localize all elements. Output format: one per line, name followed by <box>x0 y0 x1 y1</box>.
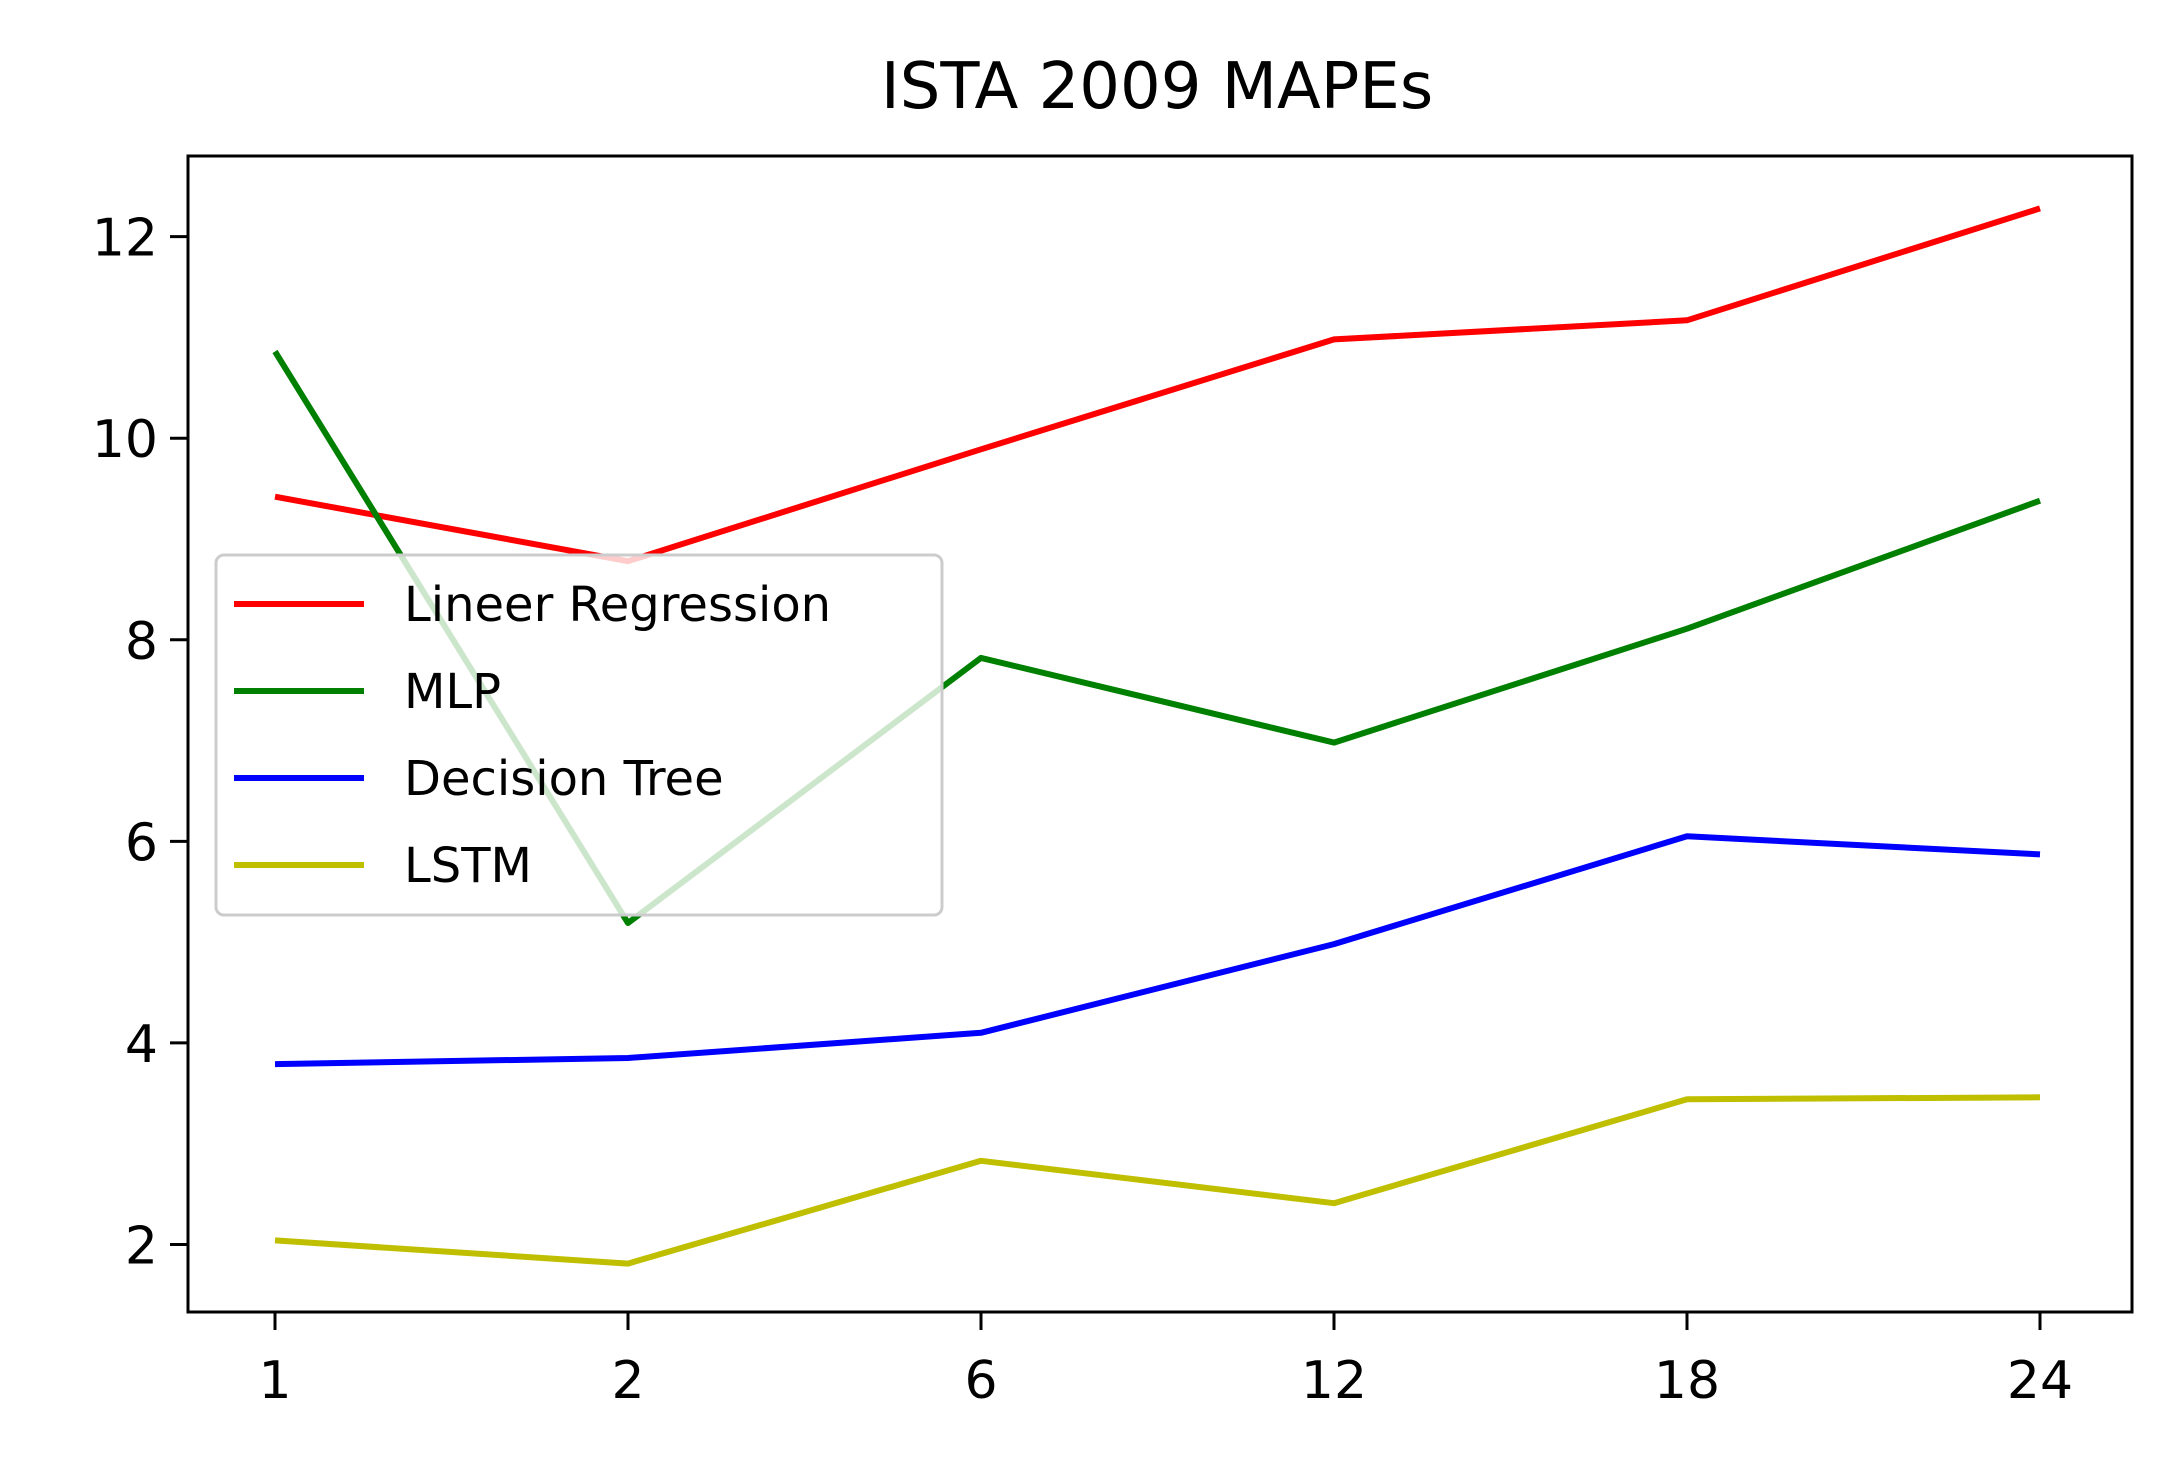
y-tick-label: 6 <box>125 813 158 873</box>
legend-label: Lineer Regression <box>404 577 831 633</box>
plot-frame <box>186 154 2134 1314</box>
chart-title: ISTA 2009 MAPEs <box>881 50 1433 124</box>
legend: Lineer Regression MLP Decision Tree LSTM <box>214 553 944 917</box>
x-tick-label: 6 <box>964 1351 997 1411</box>
legend-label: MLP <box>404 664 501 720</box>
x-tick-label: 18 <box>1654 1351 1720 1411</box>
legend-box <box>214 553 944 917</box>
y-tick-label: 10 <box>92 410 158 470</box>
x-tick-label: 24 <box>2007 1351 2073 1411</box>
legend-label: LSTM <box>404 838 532 894</box>
y-tick-label: 8 <box>125 612 158 672</box>
series-line-decision-tree <box>274 833 2041 1068</box>
legend-label: Decision Tree <box>404 751 724 807</box>
y-tick-label: 4 <box>125 1015 158 1075</box>
x-tick-label: 2 <box>611 1351 644 1411</box>
x-tick-label: 1 <box>258 1351 291 1411</box>
series-line-lineer-regression <box>274 205 2041 565</box>
x-tick-label: 12 <box>1301 1351 1367 1411</box>
y-axis: 2 4 6 8 10 12 <box>92 209 188 1276</box>
x-axis: 1 2 6 12 18 24 <box>258 1312 2073 1411</box>
y-tick-label: 2 <box>125 1216 158 1276</box>
series-line-lstm <box>274 1094 2041 1267</box>
y-tick-label: 12 <box>92 209 158 269</box>
